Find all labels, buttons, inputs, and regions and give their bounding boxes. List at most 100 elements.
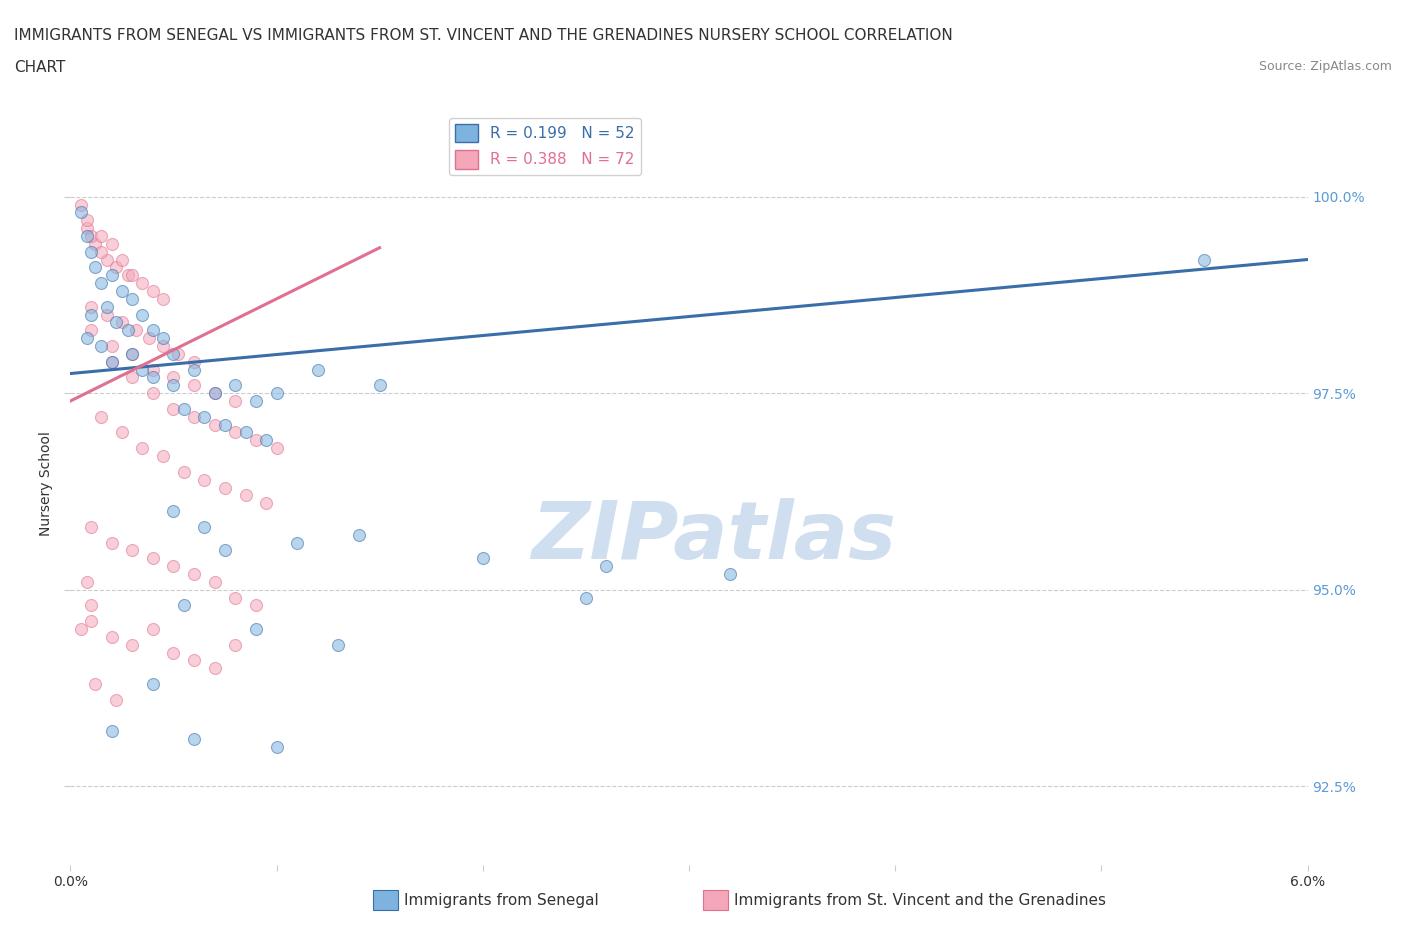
Point xyxy=(204,661,226,676)
Point xyxy=(193,519,215,534)
Point xyxy=(121,291,143,306)
Point xyxy=(152,339,174,353)
Point xyxy=(80,307,103,322)
Point xyxy=(245,393,267,408)
Point xyxy=(224,393,246,408)
Point xyxy=(117,323,139,338)
Point xyxy=(80,323,103,338)
Point xyxy=(142,370,165,385)
Point xyxy=(193,409,215,424)
Point xyxy=(131,441,153,456)
Point xyxy=(96,299,118,314)
Point xyxy=(307,362,329,377)
Point xyxy=(111,284,134,299)
Point xyxy=(328,637,350,652)
Point xyxy=(183,409,205,424)
Point xyxy=(254,496,277,511)
Point xyxy=(245,621,267,636)
Point xyxy=(471,551,494,565)
Point xyxy=(162,645,184,660)
Point xyxy=(204,575,226,590)
Point xyxy=(214,543,236,558)
Point xyxy=(162,504,184,519)
Point xyxy=(80,299,103,314)
Point xyxy=(121,370,143,385)
Point xyxy=(183,362,205,377)
Point xyxy=(266,441,288,456)
Point xyxy=(100,354,122,369)
Point xyxy=(173,598,195,613)
Point xyxy=(183,653,205,668)
Point xyxy=(142,551,165,565)
Point xyxy=(80,229,103,244)
Point xyxy=(80,614,103,629)
Point xyxy=(121,543,143,558)
Text: CHART: CHART xyxy=(14,60,66,75)
Point xyxy=(100,535,122,550)
Point xyxy=(245,598,267,613)
Point xyxy=(173,464,195,479)
Point xyxy=(204,386,226,401)
Point xyxy=(575,591,598,605)
Point xyxy=(121,347,143,362)
Point xyxy=(142,323,165,338)
Point xyxy=(117,268,139,283)
Point xyxy=(183,354,205,369)
Point xyxy=(131,307,153,322)
Point xyxy=(104,315,127,330)
Point xyxy=(183,566,205,581)
Point xyxy=(76,220,98,235)
Point xyxy=(214,418,236,432)
Point xyxy=(162,559,184,574)
Point xyxy=(100,354,122,369)
Point xyxy=(80,598,103,613)
Point xyxy=(90,339,112,353)
Point xyxy=(76,229,98,244)
Point xyxy=(111,315,134,330)
Point xyxy=(595,559,617,574)
Text: Immigrants from St. Vincent and the Grenadines: Immigrants from St. Vincent and the Gren… xyxy=(734,893,1107,908)
Point xyxy=(121,637,143,652)
Point xyxy=(368,378,391,392)
Point xyxy=(183,378,205,392)
Point xyxy=(204,418,226,432)
Point xyxy=(193,472,215,487)
Point xyxy=(76,213,98,228)
Point xyxy=(90,275,112,290)
Point xyxy=(1194,252,1216,267)
Point xyxy=(204,386,226,401)
Point xyxy=(100,339,122,353)
Point xyxy=(100,268,122,283)
Point xyxy=(166,347,188,362)
Point xyxy=(104,692,127,707)
Point xyxy=(266,739,288,754)
Text: IMMIGRANTS FROM SENEGAL VS IMMIGRANTS FROM ST. VINCENT AND THE GRENADINES NURSER: IMMIGRANTS FROM SENEGAL VS IMMIGRANTS FR… xyxy=(14,28,953,43)
Point xyxy=(224,378,246,392)
Point xyxy=(111,425,134,440)
Point xyxy=(100,724,122,738)
Point xyxy=(162,378,184,392)
Point xyxy=(100,236,122,251)
Point xyxy=(69,197,91,212)
Point xyxy=(84,236,107,251)
Point xyxy=(285,535,308,550)
Text: Immigrants from Senegal: Immigrants from Senegal xyxy=(404,893,599,908)
Point xyxy=(84,260,107,275)
Point xyxy=(90,245,112,259)
Point xyxy=(152,448,174,463)
Point xyxy=(142,621,165,636)
Point xyxy=(347,527,370,542)
Point xyxy=(235,425,257,440)
Point xyxy=(152,291,174,306)
Point xyxy=(173,402,195,417)
Point xyxy=(224,637,246,652)
Point xyxy=(254,433,277,448)
Text: ZIPatlas: ZIPatlas xyxy=(531,498,896,576)
Point xyxy=(131,275,153,290)
Point xyxy=(84,677,107,692)
Point xyxy=(69,621,91,636)
Point xyxy=(718,566,741,581)
Point xyxy=(104,260,127,275)
Y-axis label: Nursery School: Nursery School xyxy=(39,432,53,536)
Point xyxy=(69,205,91,219)
